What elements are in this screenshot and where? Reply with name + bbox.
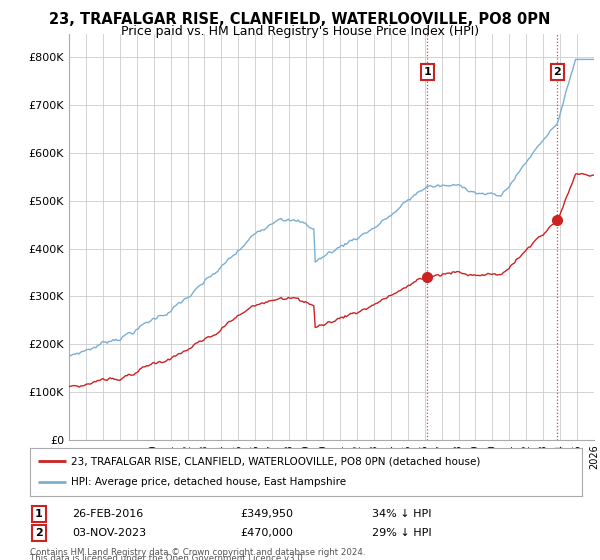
Text: HPI: Average price, detached house, East Hampshire: HPI: Average price, detached house, East… — [71, 477, 347, 487]
Text: 2: 2 — [554, 67, 561, 77]
Text: 26-FEB-2016: 26-FEB-2016 — [72, 509, 143, 519]
Text: 23, TRAFALGAR RISE, CLANFIELD, WATERLOOVILLE, PO8 0PN (detached house): 23, TRAFALGAR RISE, CLANFIELD, WATERLOOV… — [71, 456, 481, 466]
Text: Contains HM Land Registry data © Crown copyright and database right 2024.: Contains HM Land Registry data © Crown c… — [30, 548, 365, 557]
Text: 29% ↓ HPI: 29% ↓ HPI — [372, 528, 431, 538]
Text: Price paid vs. HM Land Registry's House Price Index (HPI): Price paid vs. HM Land Registry's House … — [121, 25, 479, 38]
Text: 1: 1 — [35, 509, 43, 519]
Text: £470,000: £470,000 — [240, 528, 293, 538]
Text: 2: 2 — [35, 528, 43, 538]
Text: This data is licensed under the Open Government Licence v3.0.: This data is licensed under the Open Gov… — [30, 554, 305, 560]
Text: 1: 1 — [424, 67, 431, 77]
Text: 23, TRAFALGAR RISE, CLANFIELD, WATERLOOVILLE, PO8 0PN: 23, TRAFALGAR RISE, CLANFIELD, WATERLOOV… — [49, 12, 551, 27]
Text: £349,950: £349,950 — [240, 509, 293, 519]
Text: 03-NOV-2023: 03-NOV-2023 — [72, 528, 146, 538]
Text: 34% ↓ HPI: 34% ↓ HPI — [372, 509, 431, 519]
